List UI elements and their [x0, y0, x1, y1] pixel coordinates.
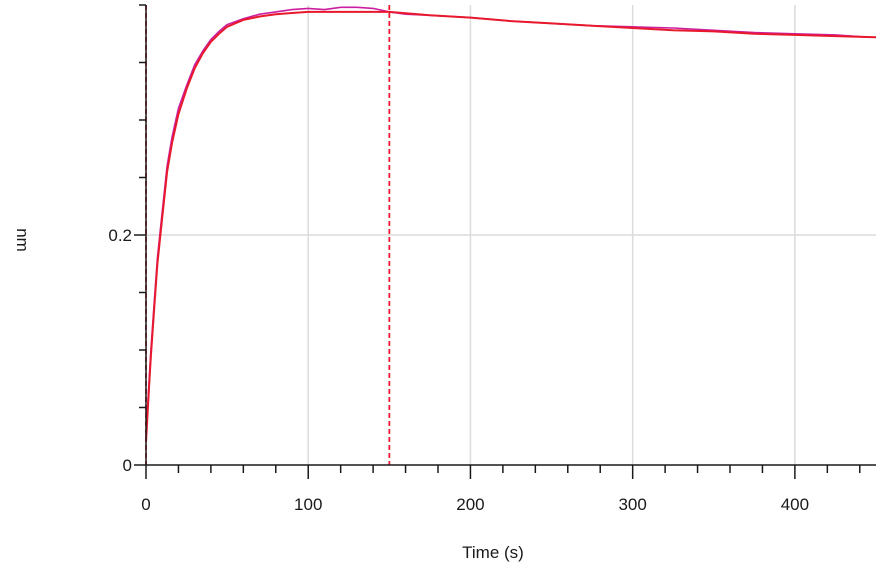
y-tick-label: 0.2: [108, 226, 132, 245]
x-tick-label: 300: [618, 495, 646, 514]
y-axis-label: nm: [13, 228, 32, 252]
x-tick-label: 100: [294, 495, 322, 514]
x-axis-label: Time (s): [462, 543, 524, 562]
y-tick-label: 0: [123, 456, 132, 475]
series-line-measured: [145, 6, 868, 437]
x-tick-label: 400: [781, 495, 809, 514]
tick-labels: 0 100 200 300 400 0 0.2: [108, 226, 809, 514]
series-lines: [145, 6, 877, 443]
x-tick-label: 200: [456, 495, 484, 514]
series-line-fit: [145, 10, 877, 443]
x-tick-label: 0: [141, 495, 150, 514]
grid: [146, 5, 876, 465]
tick-marks: [134, 4, 861, 479]
